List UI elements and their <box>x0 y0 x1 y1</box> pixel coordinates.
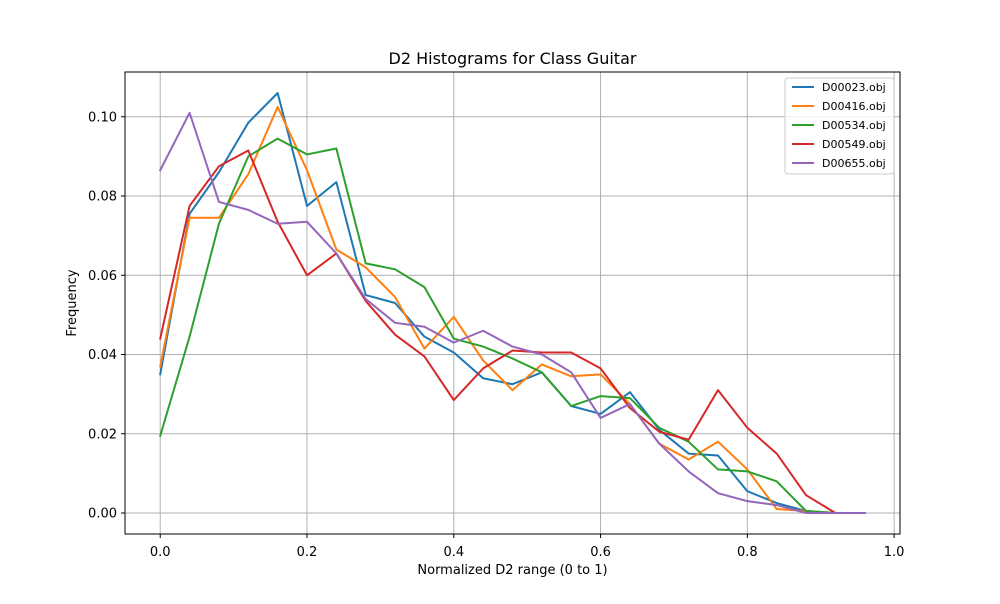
x-tick-label: 0.2 <box>297 545 318 560</box>
series-line-d00655-obj <box>158 111 866 514</box>
y-tick-label: 0.10 <box>88 110 117 125</box>
y-tick-label: 0.04 <box>88 348 117 363</box>
legend-label: D00655.obj <box>822 157 886 170</box>
y-axis-label: Frequency <box>65 269 80 336</box>
y-axis-ticks: 0.00 0.02 0.04 0.06 0.08 0.10 <box>88 110 125 522</box>
x-axis-ticks: 0.0 0.2 0.4 0.6 0.8 1.0 <box>150 534 905 560</box>
legend-label: D00534.obj <box>822 119 886 132</box>
plot-area-background <box>125 72 900 534</box>
series-line-d00416-obj <box>159 105 866 514</box>
legend-label: D00549.obj <box>822 138 886 151</box>
x-tick-label: 1.0 <box>884 545 905 560</box>
chart-title: D2 Histograms for Class Guitar <box>389 49 637 68</box>
series-lines <box>158 92 866 514</box>
x-tick-label: 0.8 <box>737 545 758 560</box>
y-tick-label: 0.06 <box>88 269 117 284</box>
legend-items: D00023.obj D00416.obj D00534.obj D00549.obj… <box>792 81 886 170</box>
y-tick-label: 0.00 <box>88 507 117 522</box>
series-line-d00534-obj <box>158 137 866 514</box>
x-axis-label: Normalized D2 range (0 to 1) <box>417 563 607 578</box>
series-line-d00023-obj <box>159 92 866 514</box>
y-tick-label: 0.02 <box>88 427 117 442</box>
series-line-d00549-obj <box>159 149 866 514</box>
legend-label: D00023.obj <box>822 81 886 94</box>
x-tick-label: 0.6 <box>590 545 611 560</box>
y-tick-label: 0.08 <box>88 190 117 205</box>
legend-box <box>784 77 895 175</box>
x-tick-label: 0.4 <box>443 545 464 560</box>
grid <box>125 72 900 534</box>
x-tick-label: 0.0 <box>150 545 171 560</box>
legend-label: D00416.obj <box>822 100 886 113</box>
plot-area-frame <box>124 71 901 535</box>
legend: D00023.obj D00416.obj D00534.obj D00549.obj… <box>784 77 895 175</box>
